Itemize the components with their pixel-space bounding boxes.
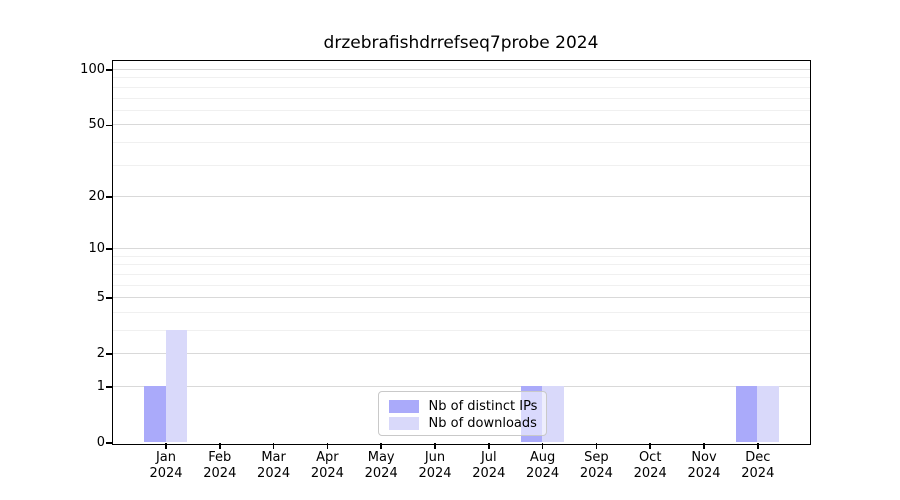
x-tick xyxy=(488,443,490,449)
y-tick-label: 0 xyxy=(96,435,105,450)
x-tick-label: Nov 2024 xyxy=(687,450,721,481)
gridline-minor xyxy=(112,77,810,79)
x-tick-label: Mar 2024 xyxy=(257,450,291,481)
gridline-minor xyxy=(112,86,810,88)
x-tick xyxy=(165,443,167,449)
legend-item-downloads: Nb of downloads xyxy=(388,415,546,432)
y-tick-label: 10 xyxy=(88,241,105,257)
gridline-major xyxy=(112,385,810,387)
x-tick xyxy=(272,443,275,449)
y-tick xyxy=(106,248,112,250)
bar-distinct-ips-jan xyxy=(144,386,166,443)
bar-downloads-jan xyxy=(165,330,187,443)
x-tick xyxy=(595,443,598,449)
bar-downloads-aug xyxy=(542,386,564,443)
gridline-minor xyxy=(112,141,810,143)
plot-area: Nb of distinct IPs Nb of downloads xyxy=(111,59,811,445)
x-tick-label: Feb 2024 xyxy=(203,450,237,481)
legend-swatch-distinct-ips xyxy=(388,399,419,413)
legend-label-downloads: Nb of downloads xyxy=(428,415,537,431)
y-tick xyxy=(106,353,112,355)
x-tick-label: Jan 2024 xyxy=(149,450,183,481)
gridline-major xyxy=(112,195,810,197)
gridline-major xyxy=(112,297,810,299)
x-tick xyxy=(703,443,705,449)
gridline-minor xyxy=(112,255,810,257)
gridline-major xyxy=(112,248,810,250)
x-tick xyxy=(326,443,329,449)
gridline-minor xyxy=(112,284,810,286)
x-tick-label: Dec 2024 xyxy=(741,450,775,481)
x-tick xyxy=(380,443,382,449)
gridline-minor xyxy=(112,164,810,166)
y-tick xyxy=(106,442,112,444)
y-tick-label: 1 xyxy=(96,378,105,394)
x-tick-label: Jun 2024 xyxy=(418,450,452,481)
x-tick-label: Sep 2024 xyxy=(579,450,613,481)
x-tick-label: Aug 2024 xyxy=(526,450,560,481)
bar-downloads-dec xyxy=(757,386,779,443)
legend-label-distinct-ips: Nb of distinct IPs xyxy=(428,398,538,414)
y-tick xyxy=(106,196,112,198)
grid-layer xyxy=(112,61,810,444)
x-tick-label: Apr 2024 xyxy=(310,450,344,481)
gridline-minor xyxy=(112,329,810,331)
x-tick-label: Oct 2024 xyxy=(633,450,667,481)
y-tick-label: 5 xyxy=(96,290,105,306)
bars-layer xyxy=(113,61,810,444)
chart-title: drzebrafishdrrefseq7probe 2024 xyxy=(323,33,599,53)
legend: Nb of distinct IPs Nb of downloads xyxy=(377,390,547,436)
gridline-major xyxy=(112,69,810,71)
y-tick xyxy=(106,124,112,127)
gridline-major xyxy=(112,353,810,355)
x-tick xyxy=(541,443,544,449)
gridline-minor xyxy=(112,109,810,111)
y-tick-label: 100 xyxy=(80,62,105,78)
x-tick xyxy=(219,443,221,449)
y-tick-label: 20 xyxy=(88,188,105,204)
x-tick xyxy=(757,443,759,449)
y-tick xyxy=(106,297,112,299)
x-tick-label: Jul 2024 xyxy=(472,450,506,481)
legend-swatch-downloads xyxy=(388,416,419,430)
bar-distinct-ips-dec xyxy=(735,386,758,443)
gridline-minor xyxy=(112,264,810,266)
y-tick xyxy=(106,386,112,388)
x-tick xyxy=(434,443,436,449)
gridline-minor xyxy=(112,311,810,313)
x-tick xyxy=(649,443,651,449)
gridline-minor xyxy=(112,97,810,99)
y-tick-label: 2 xyxy=(96,346,105,362)
y-tick-label: 50 xyxy=(88,117,105,133)
legend-item-distinct-ips: Nb of distinct IPs xyxy=(388,398,546,415)
y-tick xyxy=(106,69,112,71)
x-tick-label: May 2024 xyxy=(364,450,398,481)
gridline-major xyxy=(112,124,810,126)
gridline-minor xyxy=(112,273,810,275)
